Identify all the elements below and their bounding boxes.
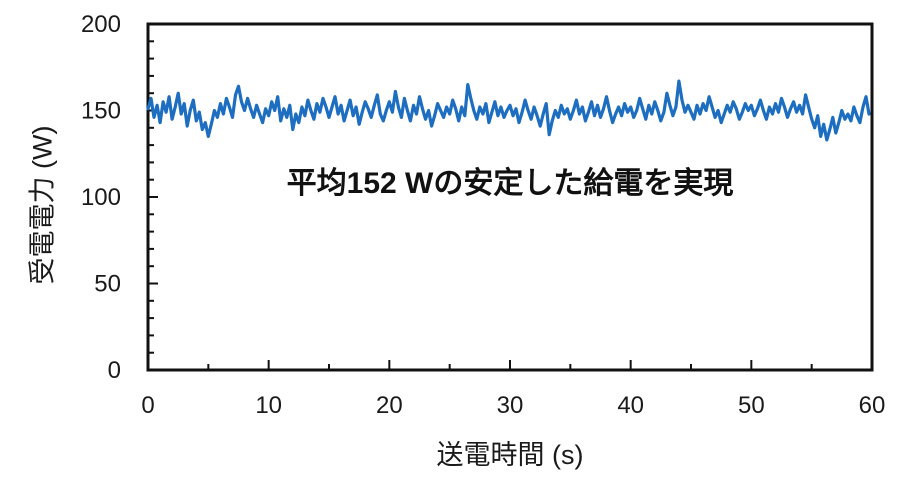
y-axis-title: 受電電力 (W) bbox=[27, 125, 58, 285]
x-tick-label: 30 bbox=[497, 392, 524, 419]
x-axis-title: 送電時間 (s) bbox=[436, 440, 584, 470]
x-tick-label: 10 bbox=[255, 392, 282, 419]
x-tick-label: 50 bbox=[738, 392, 765, 419]
y-tick-label: 150 bbox=[81, 98, 121, 125]
y-tick-label: 200 bbox=[81, 11, 121, 38]
y-tick-label: 100 bbox=[81, 184, 121, 211]
mean-annotation: 平均152 Wの安定した給電を実現 bbox=[286, 167, 734, 200]
x-tick-label: 20 bbox=[376, 392, 403, 419]
x-tick-label: 40 bbox=[617, 392, 644, 419]
x-tick-label: 60 bbox=[859, 392, 886, 419]
series-line bbox=[146, 79, 871, 142]
y-tick-label: 0 bbox=[108, 357, 121, 384]
x-tick-label: 0 bbox=[141, 392, 154, 419]
y-tick-label: 50 bbox=[94, 271, 121, 298]
